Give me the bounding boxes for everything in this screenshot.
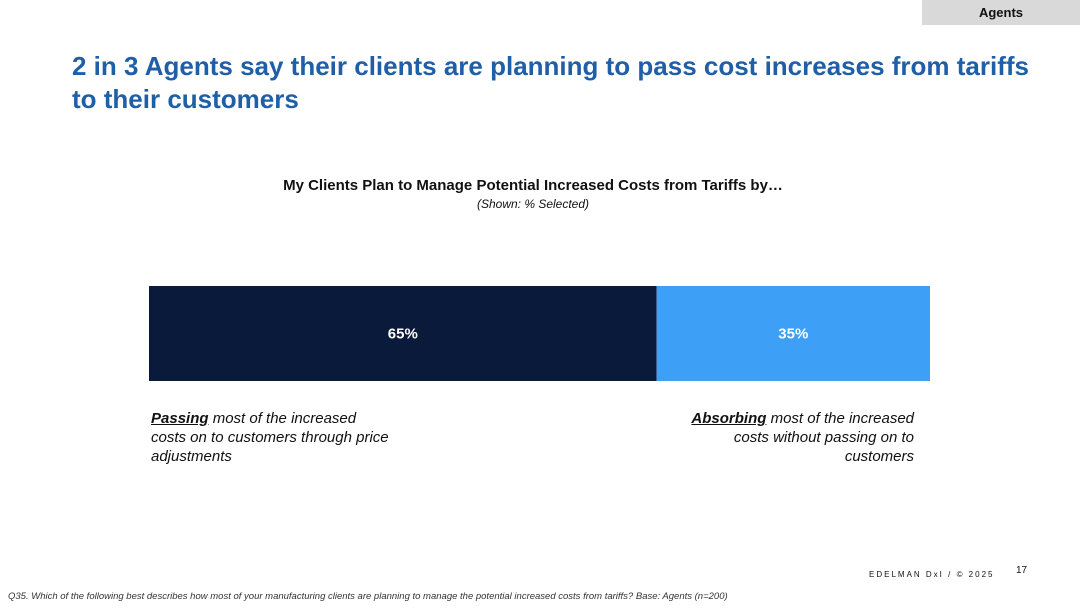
annotation-passing-text: most of the increased costs on to custom… [151, 410, 389, 465]
audience-tag: Agents [922, 0, 1080, 25]
chart-subtitle: (Shown: % Selected) [476, 197, 590, 211]
bar-segment-label-0: 65% [388, 326, 418, 343]
brand-mark: EDELMAN DxI / © 2025 [869, 570, 995, 579]
bar-segment-0 [149, 286, 657, 381]
annotation-passing: Passing most of the increased costs on t… [151, 409, 391, 466]
annotation-absorbing: Absorbing most of the increased costs wi… [674, 409, 914, 466]
footnote: Q35. Which of the following best describ… [8, 591, 728, 602]
page-number: 17 [1016, 565, 1028, 576]
chart-title: My Clients Plan to Manage Potential Incr… [283, 177, 783, 194]
bar-segment-label-1: 35% [778, 326, 808, 343]
annotation-absorbing-text: most of the increased costs without pass… [733, 410, 914, 465]
bar-segment-1 [656, 286, 930, 381]
annotation-passing-emphasis: Passing [151, 410, 209, 427]
annotation-absorbing-emphasis: Absorbing [691, 410, 767, 427]
slide-headline: 2 in 3 Agents say their clients are plan… [72, 51, 1030, 114]
